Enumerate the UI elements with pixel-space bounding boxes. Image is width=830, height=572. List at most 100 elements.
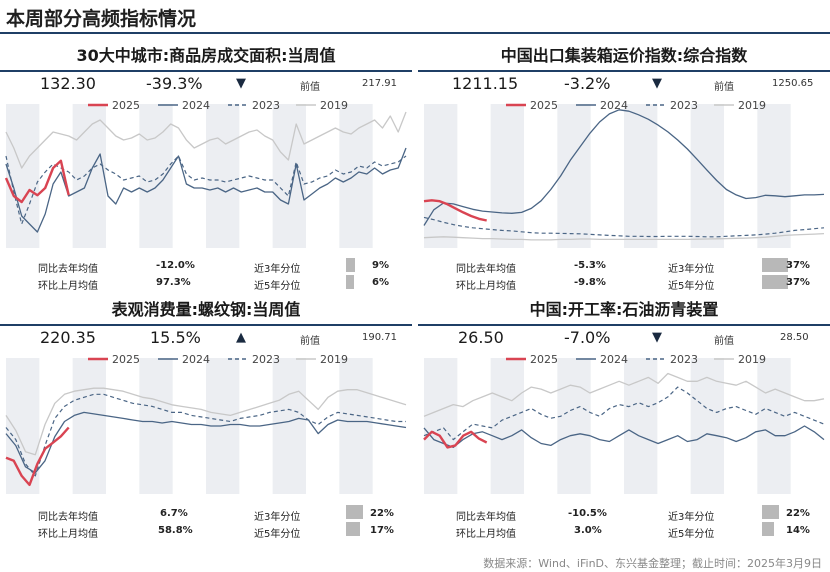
legend: 2025 2024 2023 2019: [88, 353, 348, 366]
yoy-value: -12.0%: [156, 260, 195, 271]
pct3y-value: 22%: [370, 508, 394, 519]
month-band: [272, 358, 306, 494]
pct5y-bar: [346, 275, 354, 289]
legend-label-2019: 2019: [320, 353, 348, 366]
month-band: [424, 358, 458, 494]
legend-label-2025: 2025: [112, 99, 140, 112]
pct3y-label: 近3年分位: [254, 512, 301, 523]
change-value: -3.2%: [564, 74, 611, 93]
legend-label-2023: 2023: [252, 99, 280, 112]
month-band: [557, 104, 591, 248]
legend-label-2024: 2024: [600, 353, 628, 366]
pct5y-bar: [346, 522, 360, 536]
month-band: [490, 104, 524, 248]
pct5y-label: 近5年分位: [254, 529, 301, 540]
legend: 2025 2024 2023 2019: [506, 99, 766, 112]
series-line-2025: [4, 159, 70, 204]
pct5y-value: 6%: [372, 277, 389, 288]
month-band: [424, 104, 458, 248]
mom-label: 环比上月均值: [38, 529, 98, 540]
series-line-2024: [5, 147, 407, 233]
series-line-2023: [423, 386, 825, 441]
mom-label: 环比上月均值: [456, 529, 516, 540]
chart-container-freight: 2025 2024 2023 2019: [423, 99, 825, 248]
month-band: [624, 104, 658, 248]
mom-value: 3.0%: [574, 525, 602, 536]
change-value: -7.0%: [564, 328, 611, 347]
panel-title: 表观消费量:螺纹钢:当周值: [111, 300, 301, 319]
legend-label-2019: 2019: [738, 99, 766, 112]
month-band: [72, 358, 106, 494]
pct5y-label: 近5年分位: [668, 529, 715, 540]
series-line-2024: [423, 109, 825, 226]
panel-asphalt-utilization: 中国:开工率:石油沥青装置 26.50 -7.0% ▼ 前值 28.50 202…: [418, 298, 830, 566]
mom-value: -9.8%: [574, 277, 606, 288]
mom-label: 环比上月均值: [456, 281, 516, 292]
month-band: [757, 104, 791, 248]
series-line-2019: [423, 232, 825, 241]
series-line-2024: [5, 411, 407, 474]
legend-label-2023: 2023: [252, 353, 280, 366]
pct3y-bar: [346, 258, 355, 272]
pct5y-value: 14%: [786, 525, 810, 536]
prev-label: 前值: [714, 336, 734, 347]
series-line-2023: [5, 155, 407, 225]
prev-label: 前值: [300, 82, 320, 93]
series-line-2019: [5, 111, 407, 169]
footer-note: 数据来源：Wind、iFinD、东兴基金整理；截止时间：2025年3月9日: [483, 557, 822, 570]
yoy-label: 同比去年均值: [456, 512, 516, 523]
change-arrow-icon: ▲: [236, 330, 246, 345]
legend-label-2025: 2025: [530, 99, 558, 112]
legend: 2025 2024 2023 2019: [506, 353, 766, 366]
prev-label: 前值: [714, 82, 734, 93]
pct3y-bar: [762, 505, 779, 519]
chart-housing-sales: 2025 2024 2023 2019: [4, 99, 407, 248]
panel-rebar-consumption: 表观消费量:螺纹钢:当周值 220.35 15.5% ▲ 前值 190.71 2…: [0, 298, 412, 566]
month-band: [690, 358, 724, 494]
pct3y-bar: [346, 505, 363, 519]
month-band: [490, 358, 524, 494]
prev-value: 217.91: [362, 78, 397, 89]
panel-title: 中国:开工率:石油沥青装置: [529, 300, 719, 319]
panel-rule: [0, 324, 412, 326]
pct5y-label: 近5年分位: [254, 281, 301, 292]
legend-label-2025: 2025: [112, 353, 140, 366]
legend-label-2024: 2024: [600, 99, 628, 112]
pct5y-bar: [762, 522, 774, 536]
legend-label-2025: 2025: [530, 353, 558, 366]
prev-label: 前值: [300, 336, 320, 347]
series-line-2024: [423, 425, 825, 449]
yoy-label: 同比去年均值: [38, 512, 98, 523]
panel-container-freight: 中国出口集装箱运价指数:综合指数 1211.15 -3.2% ▼ 前值 1250…: [418, 44, 830, 312]
prev-value: 1250.65: [772, 78, 814, 89]
pct5y-label: 近5年分位: [668, 281, 715, 292]
series-line-2025: [423, 199, 487, 222]
prev-value: 190.71: [362, 332, 397, 343]
panel-rule: [418, 70, 830, 72]
pct5y-bar: [762, 275, 788, 289]
yoy-value: -5.3%: [574, 260, 606, 271]
change-value: -39.3%: [146, 74, 203, 93]
panel-title: 30大中城市:商品房成交面积:当周值: [76, 46, 336, 65]
month-band: [206, 104, 240, 248]
month-band: [690, 104, 724, 248]
pct3y-value: 9%: [372, 260, 389, 271]
series-line-2025: [423, 430, 488, 449]
yoy-value: -10.5%: [568, 508, 607, 519]
pct3y-label: 近3年分位: [668, 512, 715, 523]
series-line-2025: [5, 426, 70, 487]
page-title: 本周部分高频指标情况: [6, 8, 197, 30]
legend-label-2019: 2019: [738, 353, 766, 366]
legend-label-2024: 2024: [182, 99, 210, 112]
series-line-2019: [423, 372, 825, 417]
page-title-underline: [0, 32, 830, 34]
change-arrow-icon: ▼: [652, 330, 662, 345]
change-arrow-icon: ▼: [652, 76, 662, 91]
change-value: 15.5%: [150, 328, 201, 347]
month-band: [139, 104, 173, 248]
panel-rule: [418, 324, 830, 326]
mom-value: 58.8%: [158, 525, 193, 536]
month-band: [557, 358, 591, 494]
latest-value: 220.35: [40, 328, 96, 347]
pct5y-value: 17%: [370, 525, 394, 536]
